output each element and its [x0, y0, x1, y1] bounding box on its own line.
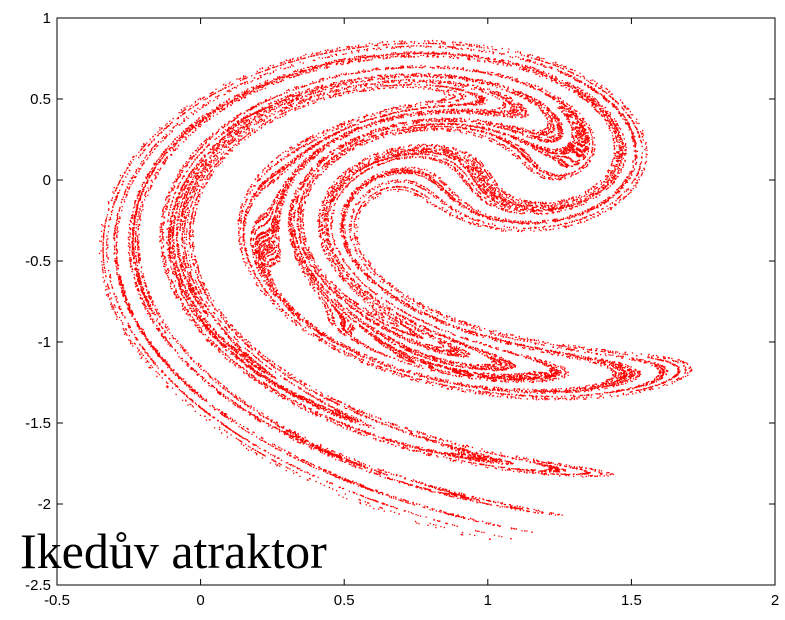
chart-overlay-text: Ikedův atraktor — [20, 523, 327, 579]
x-tick-label: 1.5 — [621, 592, 642, 609]
y-tick-label: -2.5 — [25, 577, 51, 594]
y-tick-label: 0 — [43, 172, 51, 189]
y-tick-label: 0.5 — [30, 91, 51, 108]
x-tick-label: 0 — [196, 592, 204, 609]
x-tick-label: -0.5 — [44, 592, 70, 609]
x-tick-label: 0.5 — [334, 592, 355, 609]
x-tick-label: 1 — [484, 592, 492, 609]
y-tick-label: -2 — [38, 496, 51, 513]
axes: -0.5 0 0.5 1 1.5 2 1 0.5 0 -0.5 -1 -1.5 -2 -2.5 — [25, 10, 779, 609]
y-tick-label: -1 — [38, 334, 51, 351]
y-tick-label: -1.5 — [25, 415, 51, 432]
y-tick-label: 1 — [43, 10, 51, 27]
y-tick-label: -0.5 — [25, 253, 51, 270]
x-tick-label: 2 — [771, 592, 779, 609]
plot-area — [56, 17, 776, 586]
